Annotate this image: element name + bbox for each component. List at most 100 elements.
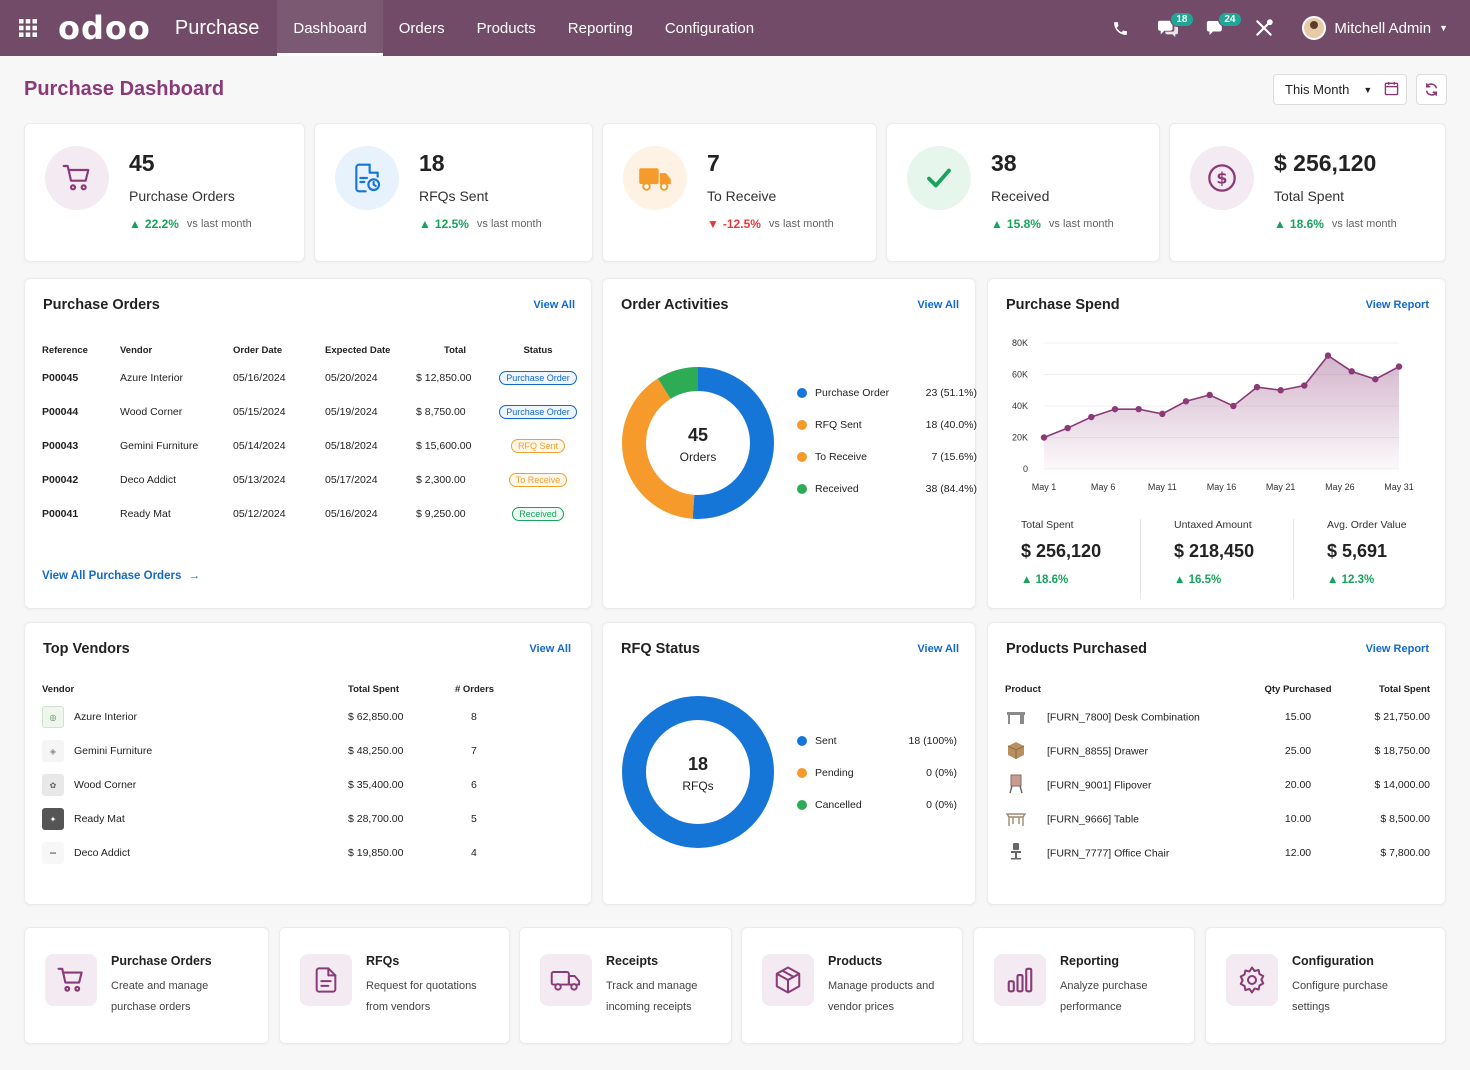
shortcut-receipts[interactable]: Receipts Track and manage incoming recei… xyxy=(519,927,732,1044)
kpi-delta-value: 22.2% xyxy=(144,217,179,231)
po-reference[interactable]: P00041 xyxy=(42,508,79,520)
spend-point[interactable] xyxy=(1135,405,1142,413)
nav-products[interactable]: Products xyxy=(476,19,536,37)
col-expected-date[interactable]: Expected Date xyxy=(325,344,391,356)
triangle-up-icon: ▲ xyxy=(1327,574,1342,586)
table-row[interactable]: ◈ Gemini Furniture $ 48,250.00 7 xyxy=(42,734,582,768)
spend-point[interactable] xyxy=(1159,410,1166,418)
spend-point[interactable] xyxy=(1064,424,1071,432)
shortcut-products[interactable]: Products Manage products and vendor pric… xyxy=(741,927,963,1044)
nav-orders[interactable]: Orders xyxy=(398,19,445,37)
vendor-orders: 6 xyxy=(471,779,477,791)
view-report-link[interactable]: View Report xyxy=(1365,299,1429,311)
table-row[interactable]: [FURN_7800] Desk Combination 15.00 $ 21,… xyxy=(1005,700,1430,734)
user-menu[interactable]: Mitchell Admin ▼ xyxy=(1302,16,1448,40)
card-title: RFQ Status xyxy=(621,641,700,657)
nav-reporting[interactable]: Reporting xyxy=(567,19,633,37)
legend-dot xyxy=(797,420,807,430)
table-row[interactable]: [FURN_8855] Drawer 25.00 $ 18,750.00 xyxy=(1005,734,1430,768)
col-orders[interactable]: # Orders xyxy=(455,683,495,695)
po-reference[interactable]: P00043 xyxy=(42,440,79,452)
table-row[interactable]: P00041 Ready Mat 05/12/2024 05/16/2024 $… xyxy=(42,497,582,531)
po-vendor: Wood Corner xyxy=(120,406,183,418)
shortcut-configuration[interactable]: Configuration Configure purchase setting… xyxy=(1205,927,1446,1044)
app-grid-icon[interactable] xyxy=(0,0,56,56)
view-all-link[interactable]: View All xyxy=(529,643,571,655)
kpi-vs: vs last month xyxy=(1331,218,1397,230)
table-row[interactable]: ✦ Ready Mat $ 28,700.00 5 xyxy=(42,802,582,836)
table-row[interactable]: P00045 Azure Interior 05/16/2024 05/20/2… xyxy=(42,361,582,395)
nav-dashboard[interactable]: Dashboard xyxy=(277,0,384,56)
spend-point[interactable] xyxy=(1040,434,1048,441)
col-reference[interactable]: Reference xyxy=(42,344,88,356)
top-vendors-card: Top Vendors View All Vendor Total Spent … xyxy=(24,622,592,905)
tools-icon[interactable] xyxy=(1240,0,1288,56)
legend-item: To Receive 7 (15.6%) xyxy=(797,441,977,473)
table-row[interactable]: ◎ Azure Interior $ 62,850.00 8 xyxy=(42,700,582,734)
view-all-link[interactable]: View All xyxy=(917,643,959,655)
spend-point[interactable] xyxy=(1277,387,1284,394)
table-row[interactable]: ▬ Deco Addict $ 19,850.00 4 xyxy=(42,836,582,870)
table-row[interactable]: [FURN_9001] Flipover 20.00 $ 14,000.00 xyxy=(1005,768,1430,802)
col-total-spent[interactable]: Total Spent xyxy=(1378,683,1430,695)
spend-point[interactable] xyxy=(1348,368,1355,375)
table-row[interactable]: P00044 Wood Corner 05/15/2024 05/19/2024… xyxy=(42,395,582,429)
legend-dot xyxy=(797,388,807,398)
col-product[interactable]: Product xyxy=(1005,683,1041,695)
table-row[interactable]: ✿ Wood Corner $ 35,400.00 6 xyxy=(42,768,582,802)
kpi-card-rfqs-sent[interactable]: 18 RFQs Sent ▲ 12.5% vs last month xyxy=(314,123,593,262)
calendar-icon[interactable] xyxy=(1384,81,1399,99)
donut-slice[interactable] xyxy=(622,367,774,519)
arrow-right-icon: → xyxy=(188,570,201,582)
po-reference[interactable]: P00042 xyxy=(42,474,79,486)
spend-point[interactable] xyxy=(1230,402,1237,410)
col-qty[interactable]: Qty Purchased xyxy=(1264,683,1332,695)
col-total-spent[interactable]: Total Spent xyxy=(348,683,400,695)
app-name[interactable]: Purchase xyxy=(174,16,260,39)
col-order-date[interactable]: Order Date xyxy=(233,344,283,356)
chat-icon[interactable]: 18 xyxy=(1144,0,1194,56)
spend-point[interactable] xyxy=(1301,382,1308,389)
col-total[interactable]: Total xyxy=(444,344,466,356)
col-vendor[interactable]: Vendor xyxy=(42,683,75,695)
spend-point[interactable] xyxy=(1395,363,1403,370)
spend-point[interactable] xyxy=(1372,376,1379,383)
phone-icon[interactable] xyxy=(1096,0,1144,56)
spend-point[interactable] xyxy=(1324,352,1332,359)
activity-clock-icon[interactable]: 24 xyxy=(1192,0,1242,56)
refresh-button[interactable] xyxy=(1416,74,1447,105)
view-all-link[interactable]: View All xyxy=(533,299,575,311)
table-row[interactable]: P00042 Deco Addict 05/13/2024 05/17/2024… xyxy=(42,463,582,497)
kpi-card-received[interactable]: 38 Received ▲ 15.8% vs last month xyxy=(886,123,1160,262)
col-status[interactable]: Status xyxy=(523,344,553,356)
table-row[interactable]: P00043 Gemini Furniture 05/14/2024 05/18… xyxy=(42,429,582,463)
col-vendor[interactable]: Vendor xyxy=(120,344,153,356)
spend-point[interactable] xyxy=(1182,398,1190,405)
shortcut-title: Receipts xyxy=(606,954,659,968)
product-qty: 10.00 xyxy=(1284,813,1312,825)
spend-point[interactable] xyxy=(1088,413,1095,421)
period-select[interactable]: This Month ▼ xyxy=(1273,74,1407,105)
shortcut-purchase-orders[interactable]: Purchase Orders Create and manage purcha… xyxy=(24,927,269,1044)
spend-point[interactable] xyxy=(1111,405,1119,413)
shortcut-rfqs[interactable]: RFQs Request for quotations from vendors xyxy=(279,927,510,1044)
table-row[interactable]: [FURN_7777] Office Chair 12.00 $ 7,800.0… xyxy=(1005,836,1430,870)
view-all-link[interactable]: View All xyxy=(917,299,959,311)
odoo-logo[interactable]: odoo xyxy=(58,9,151,47)
nav-configuration[interactable]: Configuration xyxy=(664,19,755,37)
donut-slice[interactable] xyxy=(622,696,774,848)
kpi-card-purchase-orders[interactable]: 45 Purchase Orders ▲ 22.2% vs last month xyxy=(24,123,305,262)
shortcut-reporting[interactable]: Reporting Analyze purchase performance xyxy=(973,927,1195,1044)
po-total: $ 8,750.00 xyxy=(416,406,466,418)
view-all-purchase-orders-label: View All Purchase Orders xyxy=(42,570,182,582)
view-report-link[interactable]: View Report xyxy=(1365,643,1429,655)
view-all-purchase-orders-link[interactable]: View All Purchase Orders → xyxy=(42,570,200,582)
spend-point[interactable] xyxy=(1253,383,1261,391)
table-row[interactable]: [FURN_9666] Table 10.00 $ 8,500.00 xyxy=(1005,802,1430,836)
po-reference[interactable]: P00044 xyxy=(42,406,79,418)
kpi-card-to-receive[interactable]: 7 To Receive ▼ -12.5% vs last month xyxy=(602,123,877,262)
kpi-card-total-spent[interactable]: $ $ 256,120 Total Spent ▲ 18.6% vs last mo… xyxy=(1169,123,1446,262)
donut-slice[interactable] xyxy=(622,367,774,519)
spend-point[interactable] xyxy=(1206,391,1213,399)
po-reference[interactable]: P00045 xyxy=(42,372,79,384)
